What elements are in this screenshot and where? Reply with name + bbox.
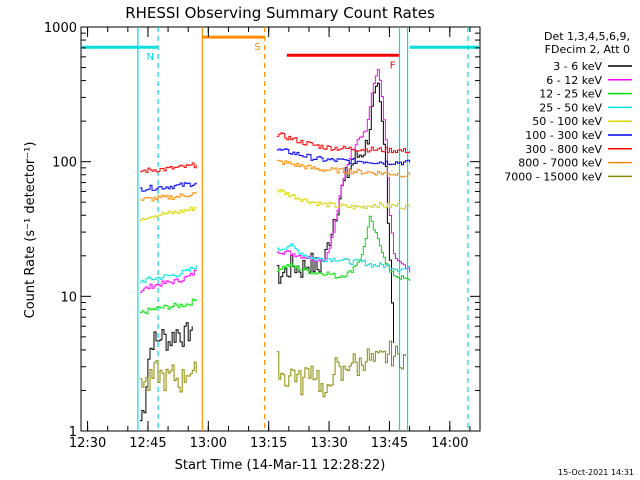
series-line — [276, 69, 411, 273]
series-line — [139, 265, 197, 283]
x-axis-label-prefix: Start Time ( — [175, 458, 252, 473]
y-axis-label: Count Rate (s⁻¹ detector⁻¹) — [23, 142, 38, 319]
legend-label: 3 - 6 keV — [553, 60, 602, 73]
legend: Det 1,3,4,5,6,9,FDecim 2, Att 0 3 - 6 keV… — [504, 30, 632, 183]
vline-layer — [137, 27, 469, 431]
y-tick-label: 100 — [52, 156, 77, 171]
legend-label: 12 - 25 keV — [539, 88, 602, 101]
x-tick-label: 13:30 — [310, 436, 347, 451]
flag-label-f: F — [390, 60, 396, 71]
legend-label: 300 - 800 keV — [525, 143, 602, 156]
series-line — [276, 82, 394, 343]
series-line — [139, 206, 197, 221]
legend-label: 800 - 7000 keV — [518, 157, 602, 170]
x-tick-label: 14:00 — [431, 436, 468, 451]
legend-label: 7000 - 15000 keV — [504, 170, 602, 183]
legend-label: 25 - 50 keV — [539, 101, 602, 114]
series-line — [139, 192, 197, 202]
y-tick-label: 10 — [60, 290, 77, 305]
x-tick-label: 12:30 — [69, 436, 106, 451]
legend-header: FDecim 2, Att 0 — [545, 43, 630, 56]
y-tick-label: 1000 — [44, 21, 77, 36]
legend-header: Det 1,3,4,5,6,9, — [544, 30, 630, 43]
footer-timestamp: 15-Oct-2021 14:31 — [558, 468, 634, 477]
legend-label: 50 - 100 keV — [532, 115, 602, 128]
series-line — [276, 132, 411, 154]
x-axis-label-suffix: ) — [380, 458, 385, 473]
flag-label-n: N — [147, 52, 154, 63]
y-tick-label: 1 — [69, 425, 77, 440]
x-axis-label-date: 14-Mar-11 12:28:22 — [252, 458, 381, 473]
legend-label: 100 - 300 keV — [525, 129, 602, 142]
legend-label: 6 - 12 keV — [546, 74, 602, 87]
series-line — [276, 243, 411, 272]
flag-label-s: S — [254, 42, 260, 53]
x-tick-label: 12:45 — [129, 436, 166, 451]
x-tick-label: 13:45 — [371, 436, 408, 451]
series-line — [139, 322, 193, 422]
x-tick-label: 13:15 — [250, 436, 287, 451]
flag-layer: N S F — [81, 35, 480, 71]
series-line — [139, 182, 197, 192]
series-line — [139, 360, 197, 393]
series-layer — [139, 69, 411, 422]
x-axis-label: Start Time (14-Mar-11 12:28:22) — [175, 458, 386, 473]
series-line — [139, 162, 197, 173]
series-line — [139, 298, 197, 315]
x-tick-label: 13:00 — [190, 436, 227, 451]
series-line — [276, 340, 406, 398]
plot-frame — [80, 26, 481, 432]
series-line — [276, 215, 411, 281]
series-line — [276, 159, 411, 178]
series-line — [276, 189, 411, 210]
chart-title: RHESSI Observing Summary Count Rates — [125, 4, 435, 22]
axis-layer: 1 10 100 1000 12:30 12:45 13:00 13:15 13:30 13:45… — [44, 21, 480, 451]
series-line — [139, 269, 197, 293]
series-line — [276, 148, 411, 166]
